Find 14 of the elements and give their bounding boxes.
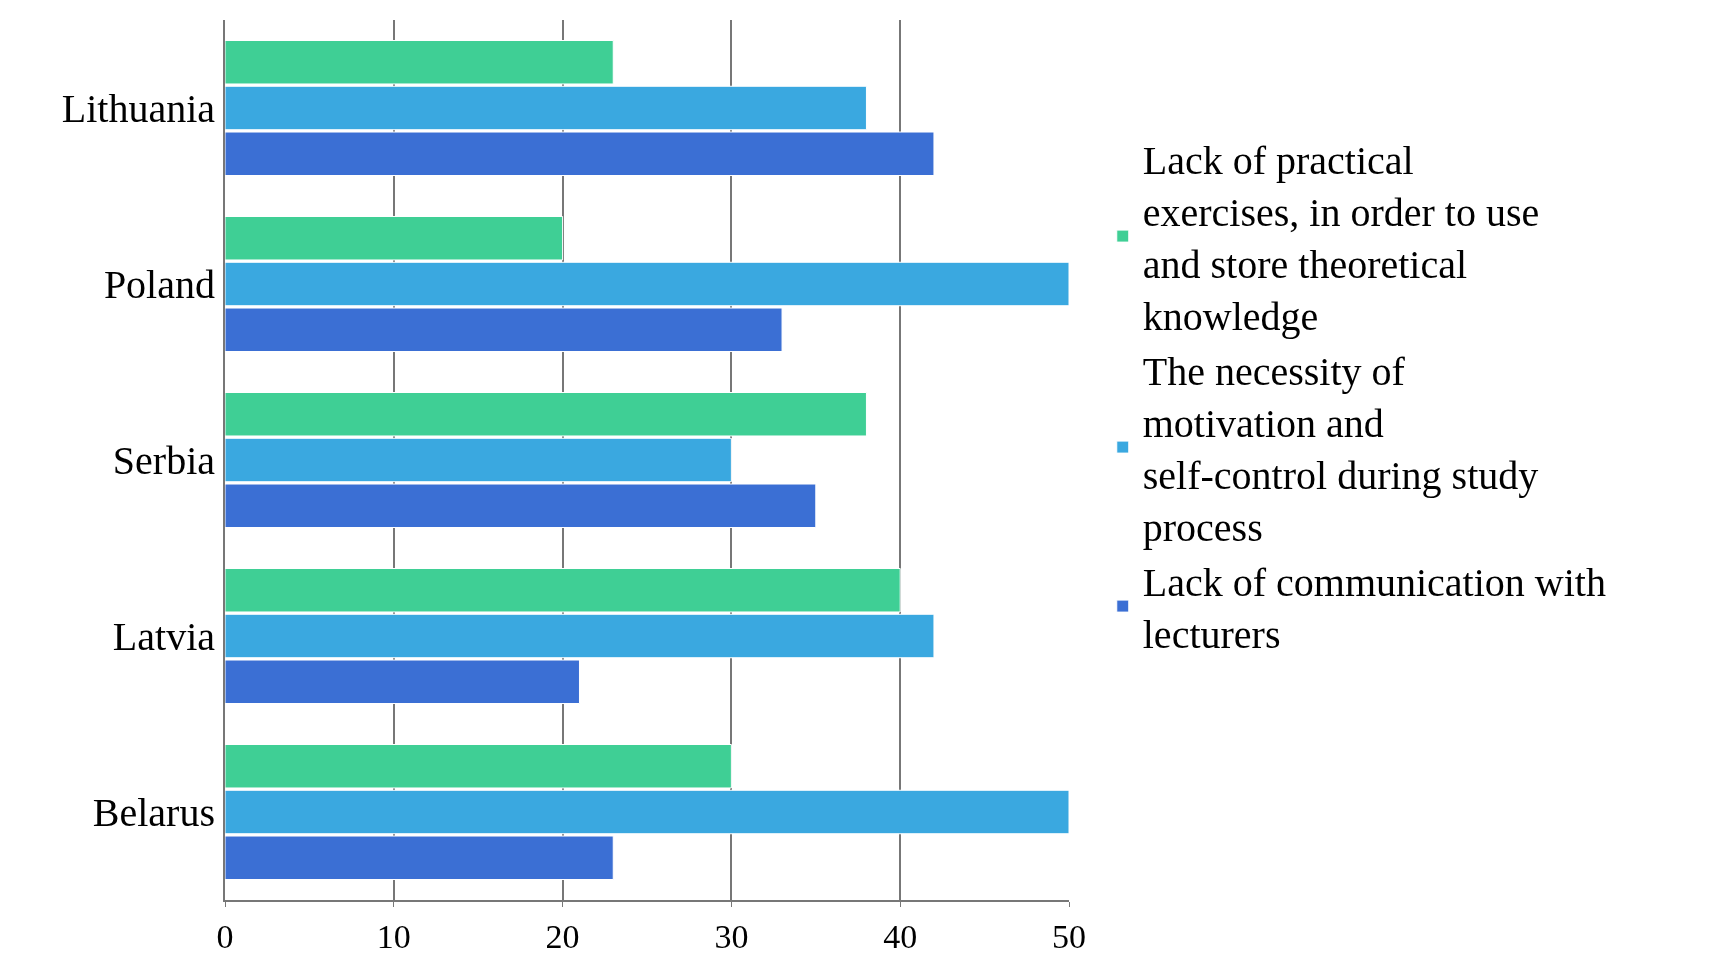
- x-tick-label: 0: [216, 917, 234, 955]
- y-tick-label: Serbia: [112, 438, 216, 483]
- legend-label: The necessity of motivation and self-control during study process: [1142, 348, 1539, 550]
- y-tick-label: Lithuania: [61, 86, 216, 131]
- y-tick-label: Belarus: [92, 790, 215, 835]
- x-tick-label: 10: [376, 917, 411, 955]
- legend-label: Lack of practical exercises, in order to use and store theoretical knowledge: [1142, 137, 1540, 339]
- x-tick-label: 50: [1052, 917, 1086, 955]
- x-tick-label: 30: [714, 917, 749, 955]
- x-tick-label: 40: [883, 917, 918, 955]
- x-tick-label: 20: [545, 917, 580, 955]
- y-tick-label: Poland: [103, 262, 215, 307]
- y-tick-label: Latvia: [112, 614, 216, 659]
- legend-label: Lack of communication with lecturers: [1142, 559, 1606, 657]
